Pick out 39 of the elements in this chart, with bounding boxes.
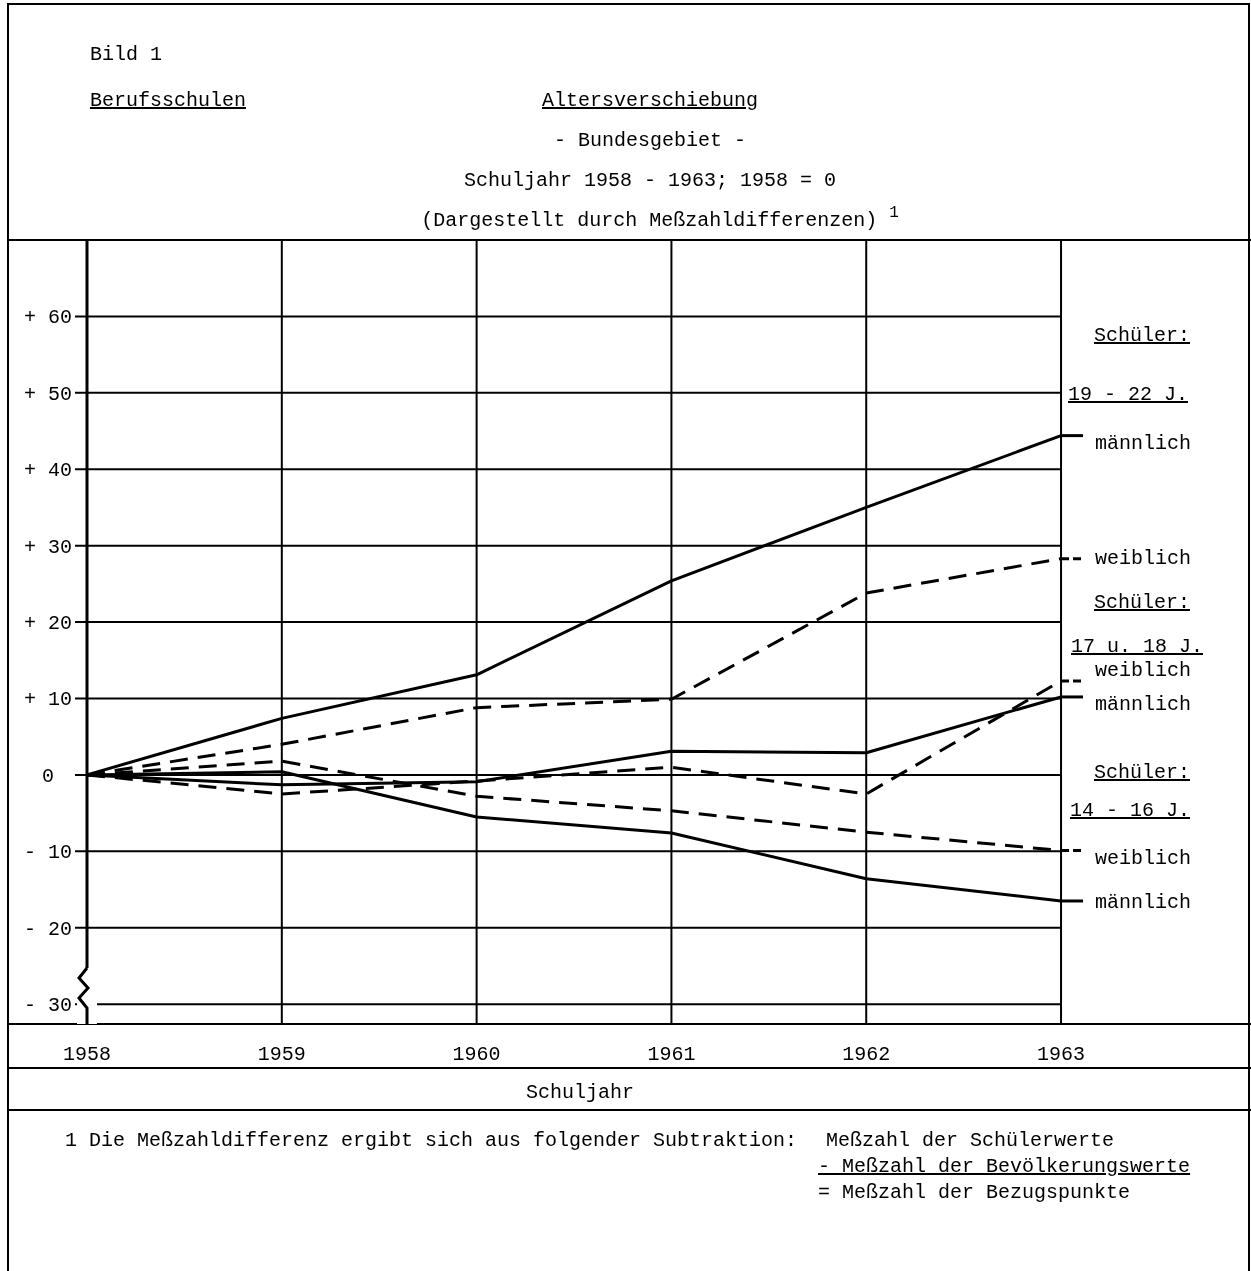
x-tick-label: 1962	[842, 1043, 891, 1066]
y-tick-label: - 30	[23, 994, 73, 1018]
text: 1 Die Meßzahldifferenz ergibt sich aus folgender Subtraktion:	[65, 1129, 798, 1152]
annotation: 19 - 22 J.	[1067, 383, 1189, 406]
y-tick-label: - 20	[23, 917, 73, 941]
text: Berufsschulen	[90, 89, 247, 112]
text: Schuljahr 1958 - 1963; 1958 = 0	[463, 169, 837, 192]
x-tick-label: 1963	[1037, 1043, 1086, 1066]
y-tick-label: + 40	[23, 459, 73, 483]
legend-label: männlich	[1095, 890, 1192, 914]
y-tick-label: 0	[41, 764, 55, 788]
chart-subtitle: - Bundesgebiet -	[553, 129, 747, 152]
annotation: Schüler:	[1093, 761, 1191, 784]
y-tick-label: - 10	[23, 841, 73, 865]
text: (Dargestellt durch Meßzahldifferenzen) $^{1}$	[421, 204, 899, 232]
x-tick-label: 1960	[452, 1043, 501, 1066]
legend-label: weiblich	[1095, 846, 1192, 870]
chart-title: Altersverschiebung	[541, 89, 759, 112]
annotation: 17 u. 18 J.	[1070, 635, 1204, 658]
y-tick-label: + 10	[23, 688, 73, 712]
legend-label: männlich	[1095, 431, 1192, 455]
text: Meßzahl der Schülerwerte	[826, 1129, 1115, 1152]
y-tick-label: + 30	[23, 535, 73, 559]
annotation: Schüler:	[1093, 324, 1191, 347]
annotation: Schüler:	[1093, 591, 1191, 614]
y-tick-label: + 60	[23, 306, 73, 330]
y-tick-label: + 20	[23, 612, 73, 636]
y-tick-label: + 50	[23, 382, 73, 406]
x-tick-label: 1961	[647, 1043, 696, 1066]
legend-label: männlich	[1095, 692, 1192, 716]
text: = Meßzahl der Bezugspunkte	[818, 1181, 1131, 1204]
annotation: 14 - 16 J.	[1069, 799, 1191, 822]
legend-label: weiblich	[1095, 546, 1192, 570]
x-axis-title: Schuljahr	[525, 1081, 635, 1104]
x-tick-label: 1959	[257, 1043, 306, 1066]
text: - Meßzahl der Bevölkerungswerte	[818, 1155, 1191, 1178]
legend-label: weiblich	[1095, 658, 1192, 682]
text: Bild 1	[90, 43, 163, 66]
x-tick-label: 1958	[62, 1043, 112, 1066]
